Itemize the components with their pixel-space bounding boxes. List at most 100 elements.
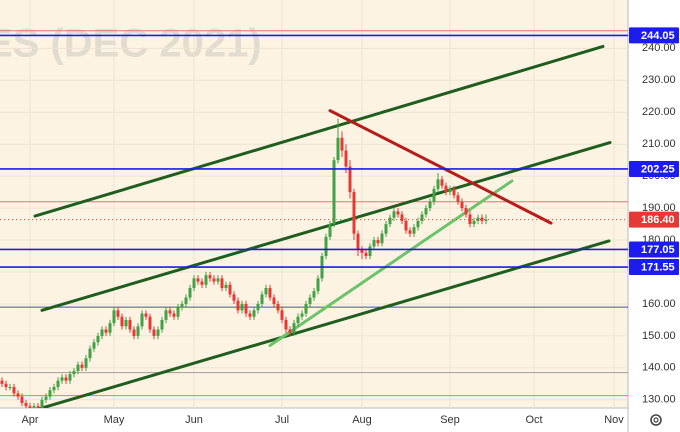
trend-line xyxy=(328,109,553,225)
candle-body xyxy=(172,313,176,317)
candle-body xyxy=(408,230,412,234)
candle-body xyxy=(388,217,392,225)
candle-body xyxy=(52,387,56,391)
candle-body xyxy=(440,179,444,186)
candle-body xyxy=(84,358,88,368)
candle-body xyxy=(56,380,60,388)
x-tick-label: Jun xyxy=(185,414,203,426)
candle-body xyxy=(184,297,188,304)
candle-body xyxy=(180,303,184,308)
candle-body xyxy=(460,201,464,209)
candle-body xyxy=(108,323,112,333)
price-label: 186.40 xyxy=(641,214,675,226)
x-tick-label: Apr xyxy=(21,414,38,426)
candle-body xyxy=(324,236,328,257)
candle-body xyxy=(276,303,280,311)
candle-body xyxy=(400,214,404,221)
candle-body xyxy=(152,329,156,336)
candle-body xyxy=(60,377,64,381)
candle-body xyxy=(112,310,116,324)
candle-body xyxy=(232,294,236,301)
candle-body xyxy=(376,240,380,244)
candle-body xyxy=(260,294,264,304)
candle-body xyxy=(472,220,476,225)
candle-body xyxy=(428,201,432,209)
x-tick-label: Oct xyxy=(525,414,542,426)
candle-body xyxy=(468,214,472,225)
candle-body xyxy=(128,319,132,330)
candle-body xyxy=(368,246,372,257)
candle-body xyxy=(228,284,232,295)
candle-body xyxy=(116,310,120,317)
y-tick-label: 130.00 xyxy=(642,394,676,406)
candle-body xyxy=(64,377,68,381)
y-tick-label: 150.00 xyxy=(642,330,676,342)
candle-body xyxy=(244,303,248,314)
candle-body xyxy=(360,249,364,253)
candle-body xyxy=(352,192,356,234)
candle-body xyxy=(196,278,200,282)
candle-body xyxy=(264,287,268,295)
candle-body xyxy=(100,329,104,336)
candle-body xyxy=(372,240,376,247)
price-label-bg xyxy=(629,160,679,177)
candle-body xyxy=(424,208,428,215)
candle-body xyxy=(328,224,332,237)
price-label: 177.05 xyxy=(641,244,675,256)
candle-body xyxy=(464,208,468,215)
candle-body xyxy=(72,371,76,375)
candle-body xyxy=(336,137,340,161)
candle-body xyxy=(136,326,140,336)
candle-body xyxy=(176,307,180,317)
price-label-bg xyxy=(629,27,679,44)
candle-body xyxy=(304,303,308,314)
candle-body xyxy=(0,380,4,384)
price-label: 171.55 xyxy=(641,261,675,273)
y-tick-label: 220.00 xyxy=(642,106,676,118)
candle-body xyxy=(188,287,192,298)
plot-background xyxy=(0,0,628,408)
y-tick-label: 190.00 xyxy=(642,202,676,214)
y-tick-label: 160.00 xyxy=(642,298,676,310)
candle-body xyxy=(292,323,296,333)
candle-body xyxy=(144,313,148,317)
plot xyxy=(0,0,628,408)
candle-body xyxy=(248,313,252,317)
watermark: ES (DEC 2021) xyxy=(0,22,262,66)
candle-body xyxy=(80,364,84,368)
candle-body xyxy=(4,383,8,388)
candle-body xyxy=(240,303,244,311)
trend-line xyxy=(268,179,514,347)
trend-line xyxy=(40,141,612,312)
settings-button[interactable] xyxy=(650,414,662,426)
candle-body xyxy=(36,406,40,408)
candle-body xyxy=(220,278,224,288)
candle-body xyxy=(308,297,312,304)
candle-body xyxy=(192,278,196,288)
y-tick-label: 230.00 xyxy=(642,74,676,86)
y-tick-label: 240.00 xyxy=(642,42,676,54)
candle-body xyxy=(396,211,400,215)
candle-body xyxy=(88,348,92,359)
candle-body xyxy=(32,406,36,408)
price-label-bg xyxy=(629,211,679,228)
candle-body xyxy=(280,310,284,320)
candle-body xyxy=(436,179,440,189)
candle-body xyxy=(236,300,240,311)
candle-body xyxy=(44,396,48,400)
x-tick-label: Sep xyxy=(440,414,460,426)
candle-body xyxy=(24,402,28,407)
candle-body xyxy=(256,303,260,311)
trend-line xyxy=(33,44,605,218)
price-label: 244.05 xyxy=(641,30,675,42)
x-tick-label: Jul xyxy=(275,414,289,426)
candle-body xyxy=(268,287,272,298)
candle-body xyxy=(48,390,52,397)
candle-body xyxy=(132,329,136,336)
candle-body xyxy=(164,310,168,320)
candle-body xyxy=(148,316,152,330)
candle-body xyxy=(392,211,396,218)
candle-body xyxy=(12,387,16,394)
candle-body xyxy=(300,313,304,317)
